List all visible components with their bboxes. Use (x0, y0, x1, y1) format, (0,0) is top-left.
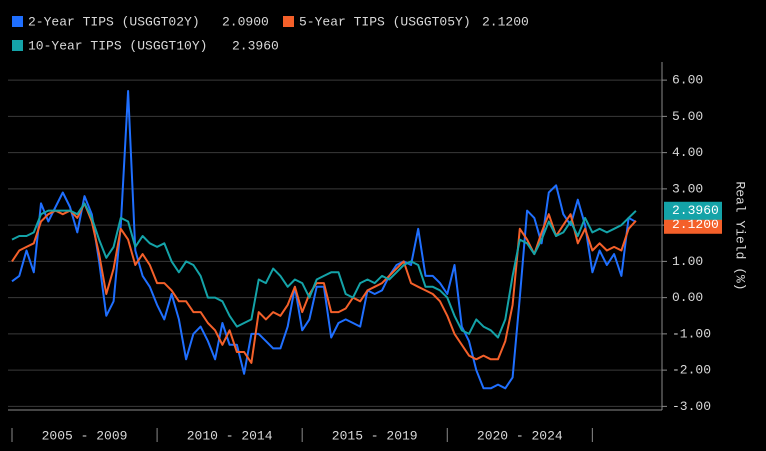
y-tick-label: 3.00 (672, 181, 703, 196)
x-period-label: 2015 - 2019 (332, 428, 418, 443)
x-period-label: 2020 - 2024 (477, 428, 563, 443)
x-period-label: 2010 - 2014 (187, 428, 273, 443)
legend-value: 2.1200 (482, 14, 529, 29)
y-tick-label: 6.00 (672, 73, 703, 88)
legend-value: 2.0900 (222, 14, 269, 29)
legend-swatch (12, 40, 23, 51)
last-value-tag (664, 215, 722, 234)
legend-swatch (283, 16, 294, 27)
y-tick-label: -3.00 (672, 399, 711, 414)
legend-label: 2-Year TIPS (USGGT02Y) (28, 14, 200, 29)
x-period-label: 2005 - 2009 (42, 428, 128, 443)
y-tick-label: 4.00 (672, 145, 703, 160)
y-tick-label: -1.00 (672, 326, 711, 341)
y-tick-label: 5.00 (672, 109, 703, 124)
last-value-tag-label: 2.1200 (672, 217, 719, 232)
legend-swatch (12, 16, 23, 27)
y-tick-label: 0.00 (672, 290, 703, 305)
y-tick-label: -2.00 (672, 363, 711, 378)
last-value-tag (664, 201, 722, 220)
legend-label: 5-Year TIPS (USGGT05Y) (299, 14, 471, 29)
legend-label: 10-Year TIPS (USGGT10Y) (28, 38, 207, 53)
series-line (11, 202, 637, 339)
legend-value: 2.3960 (232, 38, 279, 53)
y-axis-label: Real Yield (%) (733, 181, 748, 290)
last-value-tag-label: 2.3960 (672, 203, 719, 218)
y-tick-label: 1.00 (672, 254, 703, 269)
